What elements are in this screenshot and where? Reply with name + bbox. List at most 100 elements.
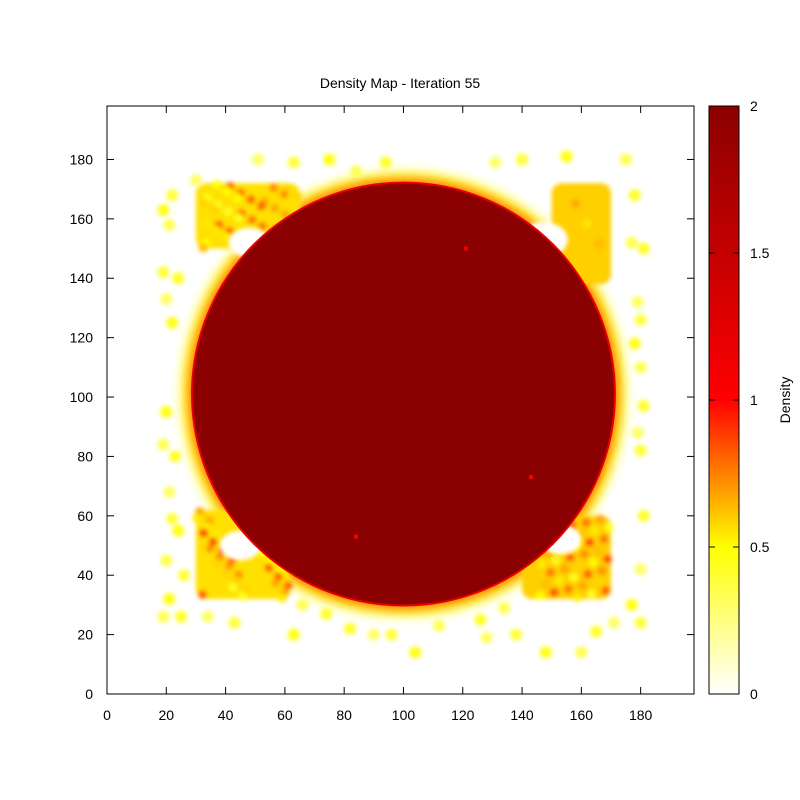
- scatter-point: [172, 272, 185, 285]
- cluster-speck: [599, 534, 609, 544]
- colorbar-tick-label: 2: [750, 98, 758, 114]
- y-axis: 0 20 40 60 80 100 120 140 160 180: [70, 151, 694, 702]
- scatter-point: [489, 156, 502, 169]
- scatter-point: [474, 613, 487, 626]
- y-tick-label: 20: [77, 627, 93, 643]
- x-tick-label: 80: [336, 707, 352, 723]
- scatter-point: [634, 616, 647, 629]
- cluster-speck: [602, 554, 612, 564]
- x-tick-label: 100: [392, 707, 416, 723]
- cluster-speck: [246, 195, 256, 205]
- colorbar-tick-label: 1.5: [750, 245, 770, 261]
- y-tick-label: 80: [77, 448, 93, 464]
- scatter-point: [320, 607, 333, 620]
- cluster-speck: [586, 589, 596, 599]
- scatter-point: [201, 610, 214, 623]
- main-disk: [192, 183, 614, 605]
- density-spot: [528, 475, 533, 480]
- cluster-speck: [546, 567, 556, 577]
- scatter-point: [344, 622, 357, 635]
- scatter-point: [628, 337, 641, 350]
- scatter-point: [379, 156, 392, 169]
- scatter-point: [631, 296, 644, 308]
- colorbar-tick-label: 0: [750, 686, 758, 702]
- cluster-speck: [270, 203, 280, 213]
- cluster-speck: [537, 559, 547, 569]
- scatter-point: [157, 266, 170, 279]
- colorbar-ticks: 0 0.5 1 1.5 2: [709, 98, 770, 702]
- scatter-point: [252, 153, 265, 166]
- cluster-speck: [604, 522, 614, 532]
- scatter-point: [228, 616, 241, 629]
- scatter-point: [166, 512, 179, 525]
- y-tick-label: 180: [70, 151, 94, 167]
- cluster-speck: [221, 567, 231, 577]
- scatter-point: [169, 450, 182, 463]
- scatter-point: [480, 631, 493, 644]
- cluster-speck: [237, 591, 247, 601]
- cluster-speck: [199, 528, 209, 538]
- cluster-speck: [554, 576, 564, 586]
- cluster-speck: [293, 191, 303, 201]
- scatter-point: [385, 628, 398, 641]
- scatter-point: [163, 218, 176, 231]
- y-tick-label: 40: [77, 567, 93, 583]
- cluster-speck: [233, 213, 243, 223]
- y-tick-label: 100: [70, 389, 94, 405]
- cluster-speck: [212, 180, 222, 190]
- cluster-speck: [205, 543, 215, 553]
- disk-layer: [190, 181, 616, 607]
- colorbar: 0 0.5 1 1.5 2 Density: [708, 98, 793, 702]
- x-tick-label: 120: [451, 707, 475, 723]
- scatter-point: [628, 189, 641, 202]
- cluster-speck: [601, 586, 611, 596]
- scatter-point: [367, 628, 380, 641]
- x-tick-label: 160: [570, 707, 594, 723]
- plot-frame: [106, 105, 695, 695]
- x-tick-label: 140: [510, 707, 534, 723]
- scatter-point: [175, 610, 188, 623]
- scatter-point: [625, 236, 638, 249]
- cluster-speck: [590, 526, 600, 536]
- cluster-speck: [578, 581, 588, 591]
- scatter-point: [160, 554, 173, 567]
- cluster-speck: [579, 549, 589, 559]
- cluster-speck: [232, 193, 242, 203]
- cluster-speck: [277, 593, 287, 603]
- cluster-speck: [549, 587, 559, 597]
- cluster-speck: [569, 572, 579, 582]
- scatter-point: [590, 625, 603, 638]
- scatter-point: [157, 438, 170, 451]
- cluster-speck: [198, 243, 208, 253]
- cluster-speck: [582, 219, 592, 229]
- cluster-speck: [211, 225, 221, 235]
- cluster-speck: [192, 513, 202, 523]
- cluster-speck: [595, 514, 605, 524]
- scatter-point: [172, 524, 185, 537]
- cluster-speck: [565, 552, 575, 562]
- cluster-speck: [574, 561, 584, 571]
- cluster-speck: [269, 183, 279, 193]
- cluster-speck: [264, 563, 274, 573]
- points-layer: [157, 150, 650, 659]
- colorbar-tick-label: 1: [750, 392, 758, 408]
- cluster-speck: [199, 198, 209, 208]
- cluster-speck: [271, 578, 281, 588]
- spot-layer: [354, 246, 533, 539]
- cluster-speck: [588, 557, 598, 567]
- colorbar-label: Density: [777, 377, 793, 424]
- scatter-point: [163, 486, 176, 499]
- x-tick-label: 180: [629, 707, 653, 723]
- scatter-point: [178, 569, 191, 582]
- cluster-speck: [585, 537, 595, 547]
- cluster-speck: [560, 564, 570, 574]
- scatter-point: [637, 242, 650, 255]
- scatter-point: [166, 189, 179, 202]
- y-tick-label: 60: [77, 508, 93, 524]
- cluster-speck: [257, 221, 267, 231]
- scatter-point: [163, 592, 176, 605]
- scatter-point: [157, 610, 170, 623]
- scatter-point: [634, 313, 647, 326]
- cluster-speck: [247, 215, 257, 225]
- cluster-speck: [572, 592, 582, 602]
